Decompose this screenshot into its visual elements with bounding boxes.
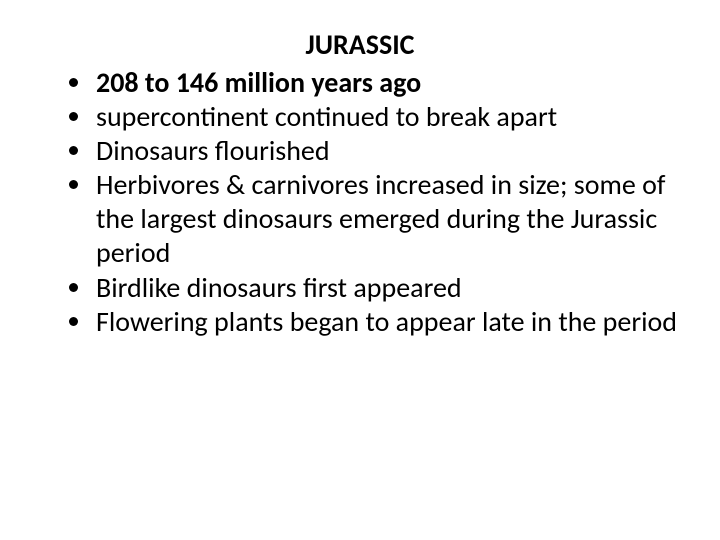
bullet-list: 208 to 146 million years ago supercontin… — [40, 66, 680, 339]
list-item: 208 to 146 million years ago — [94, 66, 680, 100]
bullet-text: Dinosaurs flourished — [96, 133, 330, 168]
list-item: Flowering plants began to appear late in… — [94, 305, 680, 339]
list-item: Herbivores & carnivores increased in siz… — [94, 168, 680, 270]
bullet-text: Flowering plants began to appear late in… — [96, 304, 677, 339]
bullet-text: supercontinent continued to break apart — [96, 99, 557, 134]
list-item: Birdlike dinosaurs first appeared — [94, 271, 680, 305]
list-item: Dinosaurs flourished — [94, 134, 680, 168]
slide: JURASSIC 208 to 146 million years ago su… — [0, 0, 720, 540]
list-item: supercontinent continued to break apart — [94, 100, 680, 134]
bullet-text: Birdlike dinosaurs first appeared — [96, 270, 462, 305]
bullet-text: Herbivores & carnivores increased in siz… — [96, 167, 665, 270]
slide-title: JURASSIC — [40, 28, 680, 62]
bullet-text: 208 to 146 million years ago — [96, 65, 421, 100]
